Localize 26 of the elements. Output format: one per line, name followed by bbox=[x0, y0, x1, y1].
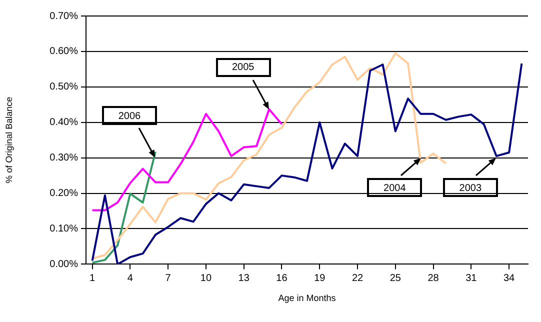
annotation: 2004 bbox=[382, 182, 407, 195]
y-tick-label: 0.50% bbox=[50, 82, 78, 93]
x-tick-label: 10 bbox=[200, 272, 212, 284]
x-tick-label: 4 bbox=[127, 272, 134, 284]
x-tick-label: 19 bbox=[314, 272, 326, 284]
y-tick-label: 0.40% bbox=[50, 117, 78, 128]
x-tick-label: 1 bbox=[90, 272, 96, 284]
annotation: 2003 bbox=[458, 182, 483, 195]
x-tick-label: 22 bbox=[352, 272, 364, 284]
x-tick-label: 16 bbox=[276, 272, 288, 284]
x-tick-label: 7 bbox=[165, 272, 172, 284]
y-tick-label: 0.20% bbox=[50, 188, 78, 200]
x-tick-label: 34 bbox=[503, 272, 516, 284]
annotation: 2006 bbox=[117, 110, 142, 123]
y-tick-label: 0.30% bbox=[50, 152, 78, 164]
x-tick-label: 13 bbox=[238, 272, 250, 284]
x-axis-title: Age in Months bbox=[278, 293, 336, 304]
y-tick-label: 0.70% bbox=[50, 10, 78, 22]
x-tick-label: 28 bbox=[428, 272, 440, 284]
y-axis-title: % of Original Balance bbox=[4, 96, 14, 184]
y-tick-label: 0.00% bbox=[50, 258, 78, 270]
annotation: 2005 bbox=[230, 61, 256, 74]
y-tick-label: 0.10% bbox=[50, 223, 78, 234]
x-tick-label: 31 bbox=[466, 272, 478, 284]
y-tick-label: 0.60% bbox=[50, 46, 78, 58]
x-tick-label: 25 bbox=[390, 272, 402, 284]
